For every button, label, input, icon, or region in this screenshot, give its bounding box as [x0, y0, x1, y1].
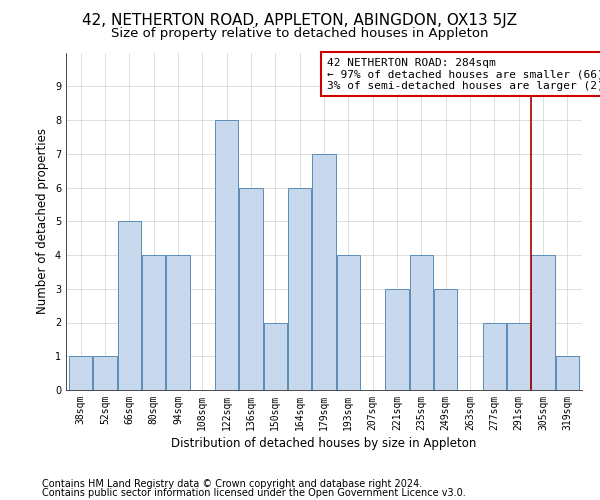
Bar: [385, 289, 409, 390]
X-axis label: Distribution of detached houses by size in Appleton: Distribution of detached houses by size …: [172, 437, 476, 450]
Bar: [118, 221, 141, 390]
Text: 42, NETHERTON ROAD, APPLETON, ABINGDON, OX13 5JZ: 42, NETHERTON ROAD, APPLETON, ABINGDON, …: [82, 12, 518, 28]
Bar: [239, 188, 263, 390]
Bar: [288, 188, 311, 390]
Bar: [507, 322, 530, 390]
Text: Contains HM Land Registry data © Crown copyright and database right 2024.: Contains HM Land Registry data © Crown c…: [42, 479, 422, 489]
Bar: [69, 356, 92, 390]
Bar: [215, 120, 238, 390]
Bar: [264, 322, 287, 390]
Bar: [94, 356, 116, 390]
Bar: [434, 289, 457, 390]
Bar: [532, 255, 554, 390]
Bar: [313, 154, 335, 390]
Bar: [166, 255, 190, 390]
Text: Contains public sector information licensed under the Open Government Licence v3: Contains public sector information licen…: [42, 488, 466, 498]
Text: Size of property relative to detached houses in Appleton: Size of property relative to detached ho…: [111, 28, 489, 40]
Bar: [483, 322, 506, 390]
Bar: [410, 255, 433, 390]
Bar: [556, 356, 579, 390]
Text: 42 NETHERTON ROAD: 284sqm
← 97% of detached houses are smaller (66)
3% of semi-d: 42 NETHERTON ROAD: 284sqm ← 97% of detac…: [326, 58, 600, 91]
Bar: [337, 255, 360, 390]
Y-axis label: Number of detached properties: Number of detached properties: [37, 128, 49, 314]
Bar: [142, 255, 165, 390]
